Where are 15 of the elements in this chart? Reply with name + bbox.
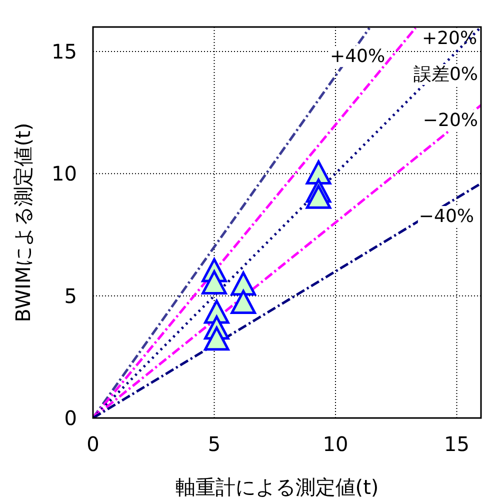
- series-label: −20%: [422, 110, 478, 131]
- x-tick-label: 0: [86, 432, 100, 456]
- x-tick-label: 10: [322, 432, 348, 456]
- y-tick-label: 15: [52, 39, 77, 64]
- y-axis-title: BWIMによる測定値(t): [11, 122, 35, 322]
- series-label: −40%: [418, 206, 474, 227]
- series-label: +40%: [330, 46, 386, 67]
- y-tick-label: 10: [52, 162, 77, 186]
- series-label: +20%: [422, 28, 478, 49]
- x-tick-label: 15: [444, 432, 470, 456]
- y-tick-label: 5: [64, 284, 77, 308]
- x-axis-title: 軸重計による測定値(t): [175, 475, 379, 499]
- y-tick-label: 0: [64, 406, 77, 430]
- series-label: 誤差0%: [413, 64, 478, 85]
- x-tick-label: 5: [208, 432, 221, 456]
